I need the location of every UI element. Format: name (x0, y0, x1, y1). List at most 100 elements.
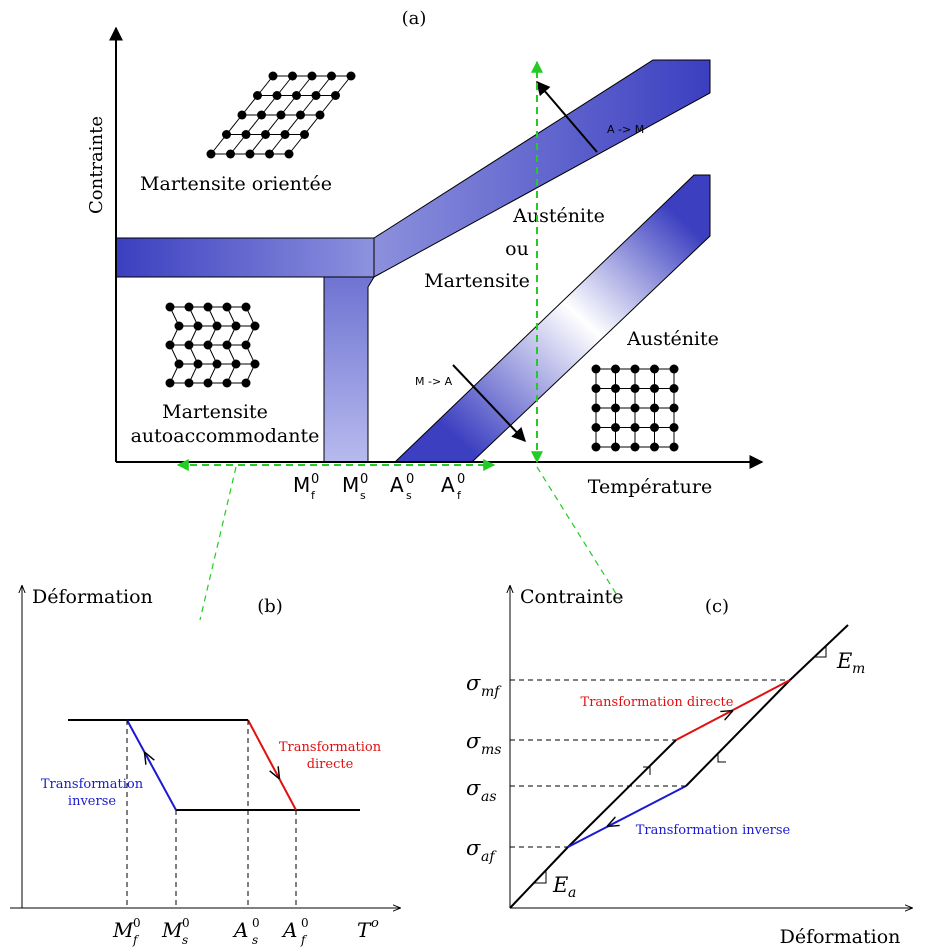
curve-c-direct-segment (675, 679, 791, 741)
tick-c-loading (643, 766, 651, 775)
temp-as-sup: 0 (406, 472, 414, 487)
temp-label-af: A 0 f (441, 472, 465, 502)
label-mixed-2: ou (505, 238, 529, 260)
lattice-self-accommodating-icon (165, 302, 260, 388)
c-label-em: E m (836, 649, 865, 677)
lattice-atom (222, 340, 232, 350)
lattice-atom (276, 110, 286, 120)
arrow-m-to-a (452, 364, 526, 443)
c-label-sigma-mf: σ mf (466, 671, 502, 700)
b-tick-ms-sub: s (182, 933, 188, 947)
b-tick-af: A 0 f (281, 916, 309, 947)
lattice-atom (268, 71, 278, 81)
arrow-c-inverse (608, 815, 629, 826)
tick-c-unloading (717, 754, 726, 763)
lattice-atom (315, 110, 325, 120)
b-tick-mf: M 0 f (112, 916, 141, 947)
c-sigma-ms-base: σ (466, 729, 481, 753)
lattice-atom (611, 423, 620, 432)
label-austenite: Austénite (626, 328, 719, 350)
b-tick-as-sup: 0 (252, 916, 260, 930)
label-a-to-m: A -> M (607, 123, 644, 136)
lattice-atom (222, 302, 232, 312)
label-c-inverse: Transformation inverse (636, 823, 791, 838)
lattice-atom (611, 384, 620, 393)
panel-c: (c) Contrainte Déformation σ mf σ ms (466, 586, 912, 948)
lattice-atom (669, 384, 679, 393)
lattice-atom (257, 110, 266, 120)
lattice-atom (203, 302, 213, 312)
c-ea-base: E (552, 873, 568, 897)
lattice-atom (669, 423, 679, 432)
temp-mf-sup: 0 (311, 472, 319, 487)
b-tick-mf-base: M (112, 918, 134, 942)
projection-to-c (536, 466, 621, 601)
label-b-direct-2: directe (307, 757, 354, 772)
lattice-atom (241, 130, 251, 139)
lattice-atom (272, 91, 282, 100)
lattice-atom (591, 442, 601, 452)
c-sigma-af-base: σ (466, 836, 481, 860)
c-sigma-ms-sub: ms (481, 742, 501, 758)
lattice-atom (250, 359, 260, 369)
panel-a-label: (a) (402, 8, 427, 29)
lattice-atom (241, 302, 251, 312)
b-tick-as: A 0 s (232, 916, 260, 947)
lattice-atom (250, 321, 260, 331)
axis-c-x-label: Déformation (780, 926, 901, 948)
lattice-atom (231, 359, 241, 369)
lattice-atom (292, 91, 301, 100)
b-axis-x-base: T (357, 918, 372, 942)
lattice-atom (611, 403, 620, 413)
lattice-atom (288, 71, 297, 81)
label-mixed-1: Austénite (512, 205, 605, 227)
lattice-atom (611, 442, 620, 452)
c-sigma-af-sub: af (481, 849, 497, 865)
lattice-atom (669, 403, 679, 413)
lattice-atom (253, 91, 262, 100)
lattice-atom (184, 378, 194, 388)
b-tick-as-sub: s (252, 933, 258, 947)
lattice-atom (222, 378, 232, 388)
lattice-atom (591, 423, 601, 432)
label-oriented-martensite: Martensite orientée (140, 173, 332, 195)
lattice-atom (206, 149, 216, 159)
temp-label-mf: M 0 f (293, 472, 319, 502)
curve-c-elastic-martensite (789, 624, 849, 681)
lattice-atom (300, 130, 309, 139)
temp-ms-sub: s (360, 489, 366, 502)
lattice-atom (630, 403, 640, 413)
lattice-atom (193, 321, 203, 331)
c-sigma-as-base: σ (466, 776, 481, 800)
lattice-atom (165, 340, 175, 350)
temp-label-ms: M 0 s (342, 472, 368, 502)
axis-a-y-label: Contrainte (86, 116, 107, 214)
c-label-sigma-af: σ af (466, 836, 497, 865)
c-sigma-mf-sub: mf (481, 684, 502, 700)
temp-af-sup: 0 (457, 472, 465, 487)
arrow-a-to-m (536, 80, 598, 153)
temp-af-sub: f (457, 489, 462, 502)
lattice-atom (296, 110, 305, 120)
lattice-atom (184, 340, 194, 350)
label-b-inverse-2: inverse (68, 794, 116, 809)
c-sigma-as-sub: as (481, 789, 497, 805)
lattice-atom (630, 442, 640, 452)
label-self-accommodating-2: autoaccommodante (131, 425, 320, 447)
lattice-atom (174, 359, 184, 369)
temp-as-sub: s (406, 489, 412, 502)
temp-ms-sup: 0 (360, 472, 368, 487)
b-tick-mf-sub: f (132, 933, 140, 947)
lattice-atom (591, 364, 601, 374)
lattice-atom (241, 378, 251, 388)
arrow-b-direct (265, 753, 279, 778)
temp-label-as: A 0 s (390, 472, 414, 502)
lattice-atom (346, 71, 356, 81)
lattice-atom (226, 149, 235, 159)
label-mixed-3: Martensite (424, 270, 530, 292)
c-em-base: E (836, 649, 852, 673)
b-tick-ms: M 0 s (161, 916, 190, 947)
lattice-atom (630, 423, 640, 432)
label-m-to-a: M -> A (415, 375, 453, 388)
